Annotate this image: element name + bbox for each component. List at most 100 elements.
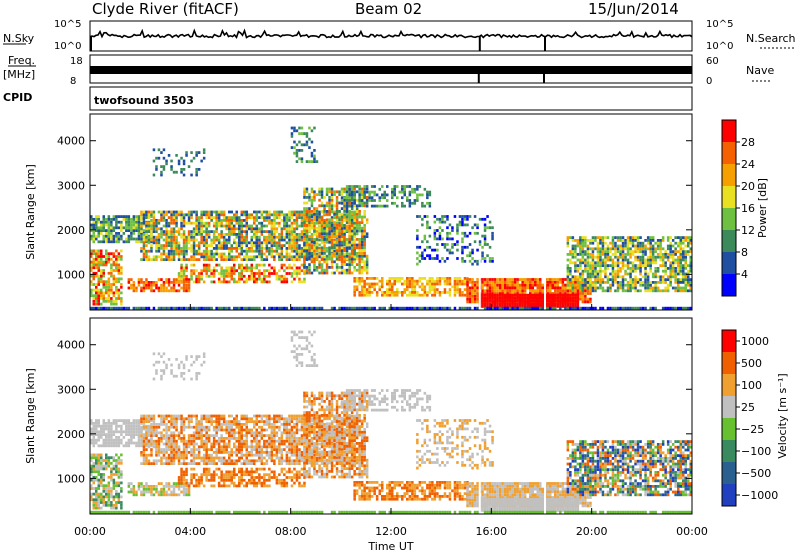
power-cell [602,307,605,310]
power-cell [113,235,116,238]
power-cell [346,238,349,241]
power-cell [552,278,555,281]
power-cell [529,294,532,297]
power-cell [614,270,617,273]
power-cell [685,281,688,284]
power-cell [251,264,254,267]
power-cell [562,289,565,292]
power-cell [163,225,166,228]
power-cell [188,219,191,222]
power-cell [351,188,354,191]
power-cell [296,239,299,242]
power-cell [100,221,103,224]
power-cell [200,239,203,242]
power-cell [328,227,331,230]
power-cell [589,242,592,245]
power-cell [667,239,670,242]
power-cell [471,298,474,301]
power-cell [165,233,168,236]
power-cell [506,297,509,300]
power-cell [188,233,191,236]
power-cell [368,283,371,286]
power-cell [511,289,514,292]
power-cell [333,193,336,196]
power-cell [268,236,271,239]
power-cell [115,238,118,241]
power-cell [103,240,106,243]
power-cell [386,185,389,188]
power-cell [516,284,519,287]
power-cell [439,283,442,286]
power-cell [461,218,464,221]
power-cell [491,257,494,260]
power-cell [456,243,459,246]
power-cell [243,267,246,270]
power-cell [95,283,98,286]
power-cell [484,260,487,263]
power-cell [308,216,311,219]
power-cell [657,289,660,292]
power-cell [178,272,181,275]
power-cell [105,292,108,295]
power-cell [547,278,550,281]
power-cell [381,294,384,297]
power-cell [434,257,437,260]
power-cell [153,225,156,228]
power-cell [542,284,545,287]
power-cell [504,281,507,284]
power-cell [328,241,331,244]
power-cell [416,196,419,199]
power-cell [205,264,208,267]
power-cell [178,247,181,250]
power-cell [100,229,103,232]
power-cell [394,188,397,191]
power-cell [246,267,249,270]
power-cell [534,289,537,292]
freq-trace [90,66,692,83]
power-cell [406,307,409,310]
power-cell [506,281,509,284]
power-cell [160,287,163,290]
power-cell [622,275,625,278]
power-cell [436,307,439,310]
power-cell [288,216,291,219]
power-cell [353,202,356,205]
power-cell [163,168,166,171]
power-cell [283,269,286,272]
power-cell [669,307,672,310]
power-cell [143,289,146,292]
power-cell [682,247,685,250]
power-cell [506,294,509,297]
power-cell [195,250,198,253]
power-cell [647,247,650,250]
velocity-cell [110,476,113,479]
power-cell [298,267,301,270]
power-cell [271,247,274,250]
power-cell [358,277,361,280]
power-cell [228,222,231,225]
power-cell [318,260,321,263]
power-cell [564,307,567,310]
power-cell [356,204,359,207]
power-cell [288,255,291,258]
power-cell [607,307,610,310]
power-cell [200,219,203,222]
power-cell [271,225,274,228]
power-cell [644,289,647,292]
power-cell [243,211,246,214]
power-cell [231,275,234,278]
power-cell [416,238,419,241]
power-cell [296,250,299,253]
power-cell [296,267,299,270]
power-cell [318,255,321,258]
power-cell [303,190,306,193]
power-cell [341,207,344,210]
power-cell [130,229,133,232]
power-cell [268,219,271,222]
power-cell [584,284,587,287]
power-cell [108,286,111,289]
power-cell [231,222,234,225]
power-cell [143,222,146,225]
power-cell [446,215,449,218]
power-cell [366,266,369,269]
